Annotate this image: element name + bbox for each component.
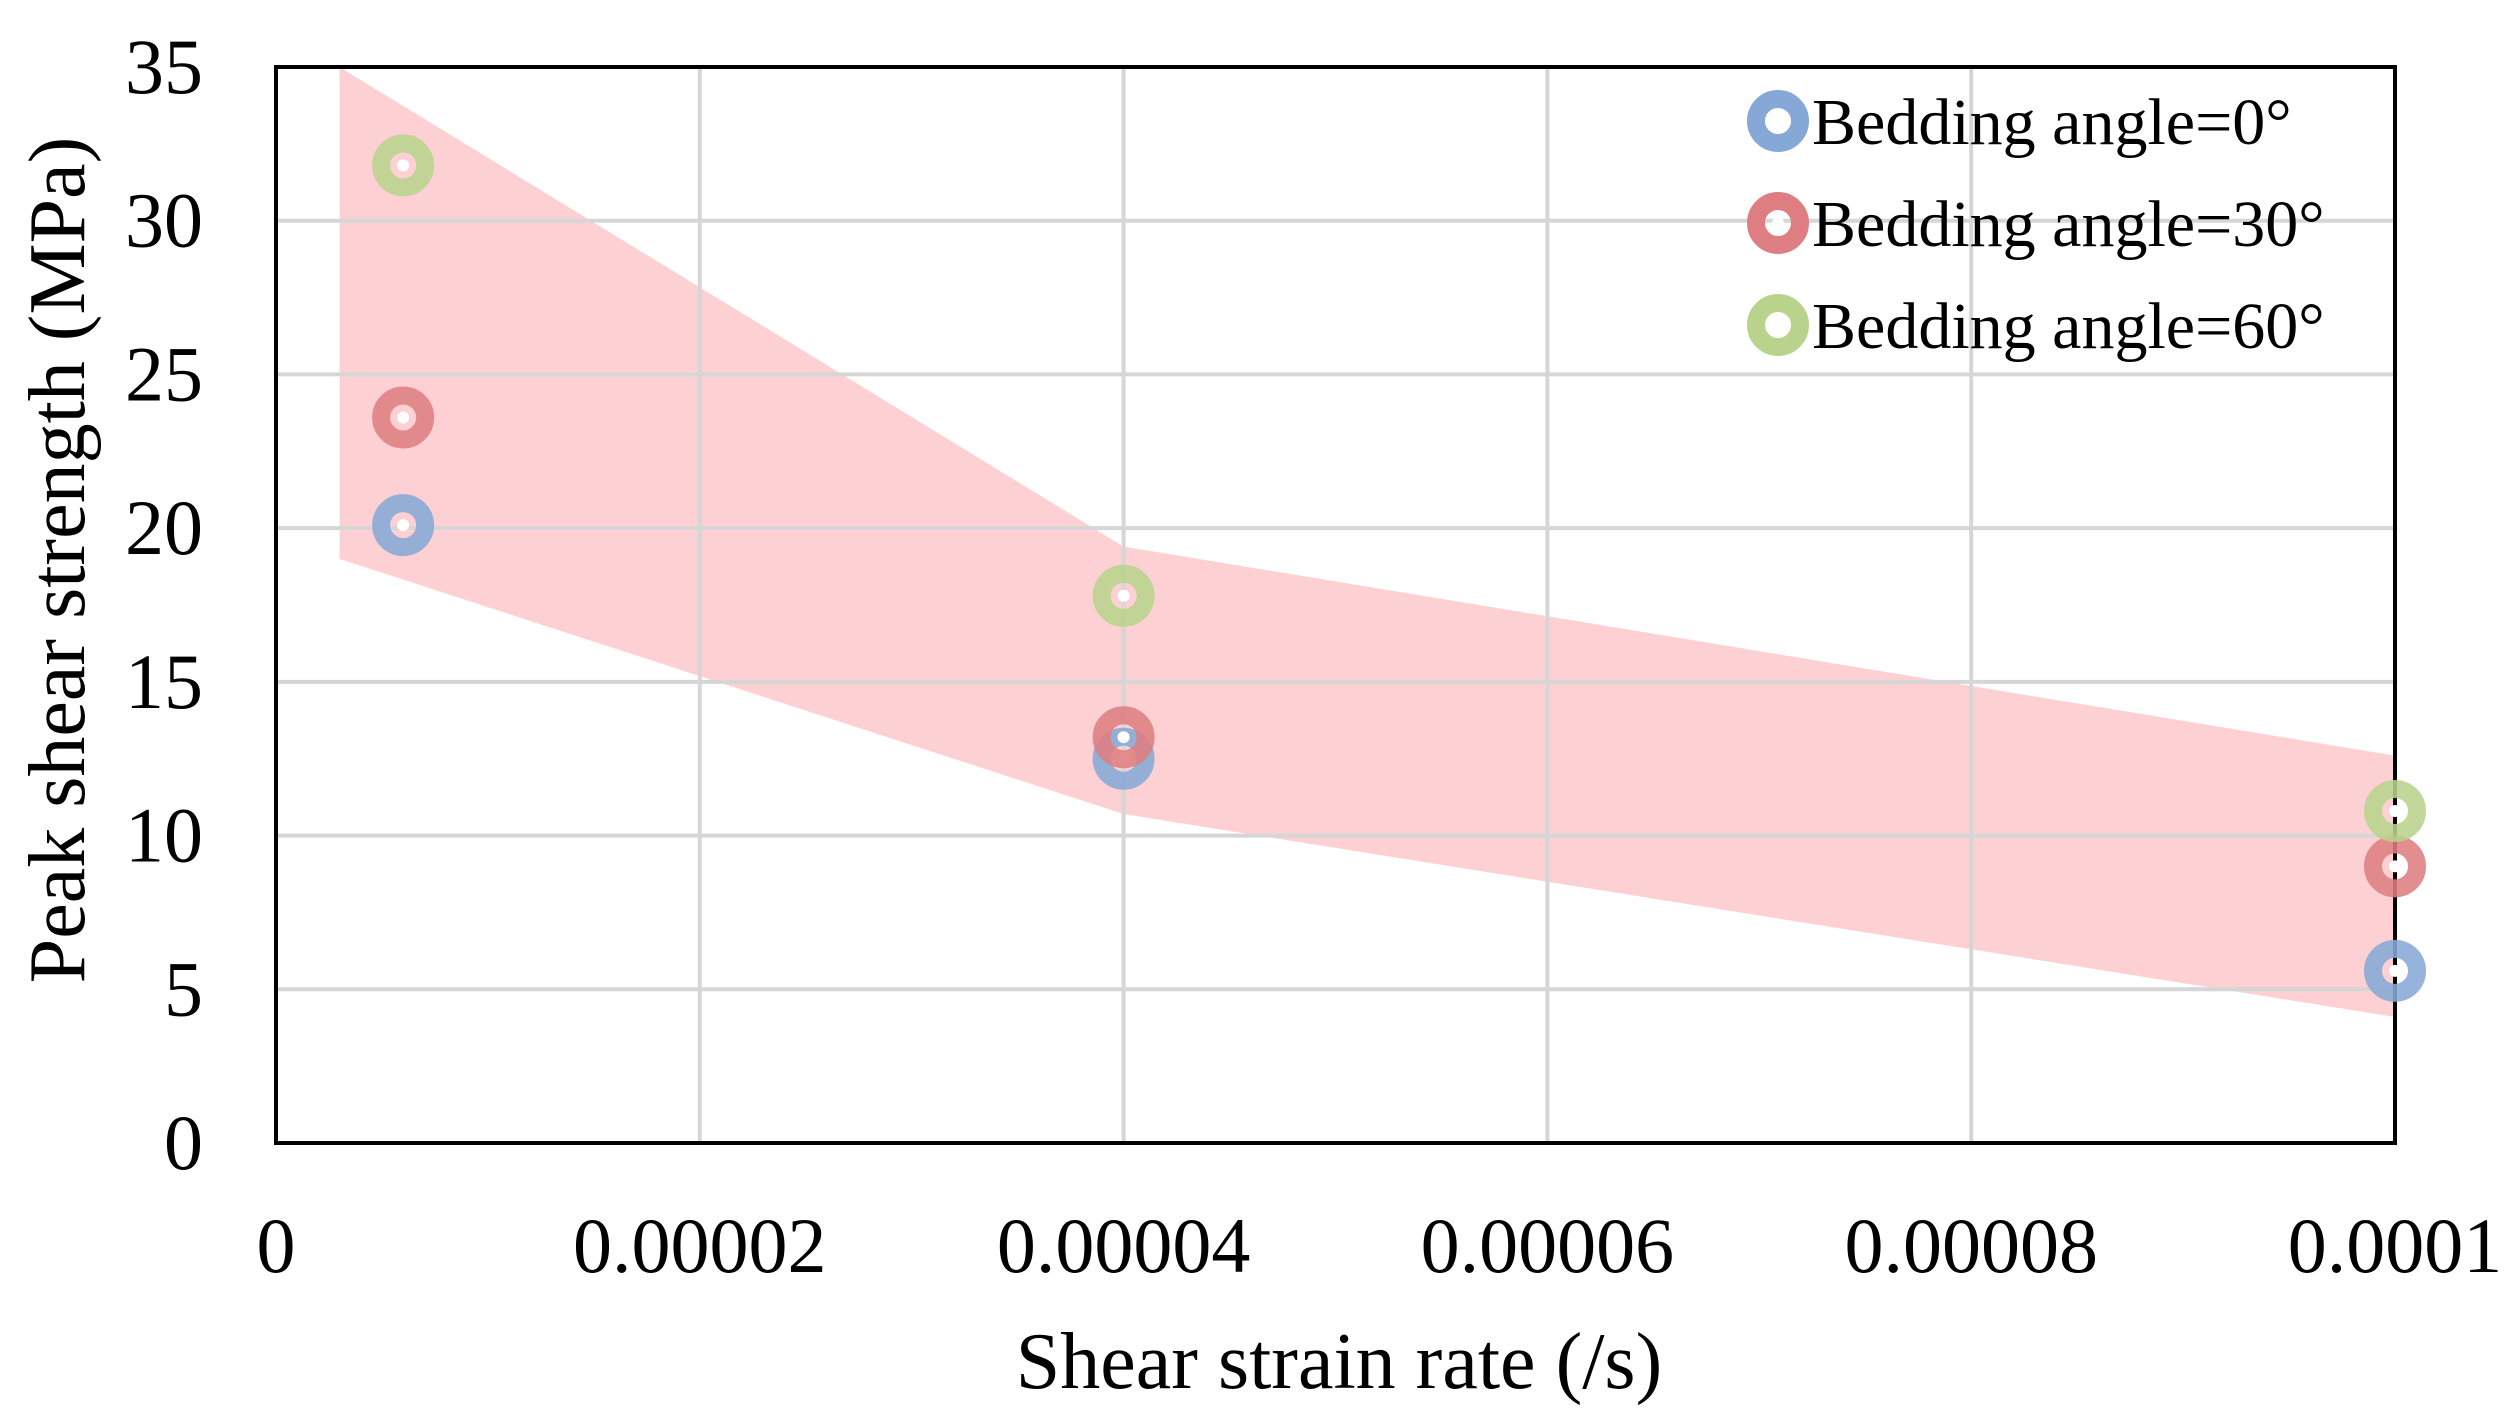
legend-marker [1747, 90, 1809, 152]
y-tick-label: 25 [125, 330, 203, 417]
data-point [372, 386, 435, 449]
legend-item: Bedding angle=0° [1747, 86, 2292, 159]
legend-marker [1747, 192, 1809, 254]
data-point [372, 494, 435, 557]
strength-range-band [339, 67, 2395, 1017]
x-tick-label: 0.00006 [1421, 1202, 1675, 1289]
data-point [1092, 564, 1155, 627]
legend-label: Bedding angle=60° [1812, 290, 2325, 363]
legend-item: Bedding angle=30° [1747, 188, 2325, 261]
data-point [2364, 939, 2426, 1002]
legend-label: Bedding angle=30° [1812, 188, 2325, 261]
data-points [372, 134, 2426, 1002]
x-tick-label: 0.00002 [573, 1202, 827, 1289]
x-tick-label: 0.00004 [997, 1202, 1251, 1289]
data-point [1092, 706, 1155, 769]
y-tick-label: 0 [164, 1099, 203, 1186]
confidence-band-layer [339, 67, 2395, 1017]
axes [274, 65, 2397, 1145]
y-tick-label: 20 [125, 484, 203, 571]
y-tick-label: 5 [164, 945, 203, 1032]
y-tick-label: 35 [125, 23, 203, 110]
data-point [2364, 779, 2426, 842]
x-tick-label: 0.0001 [2288, 1202, 2503, 1289]
data-point [372, 134, 435, 197]
legend: Bedding angle=0° Bedding angle=30° Bedding… [1747, 86, 2325, 363]
y-axis-title: Peak shear strength (MPa) [14, 137, 102, 983]
y-tick-label: 30 [125, 177, 203, 264]
y-tick-label: 15 [125, 638, 203, 725]
gridlines [276, 67, 2395, 1143]
y-tick-label: 10 [125, 792, 203, 879]
tick-labels: 0 0.00002 0.00004 0.00006 0.00008 0.0001 0 5 10 1… [125, 23, 2502, 1289]
x-axis-title: Shear strain rate (/s) [1016, 1318, 1662, 1406]
x-tick-label: 0 [257, 1202, 296, 1289]
legend-marker [1747, 294, 1809, 356]
data-point [2364, 835, 2426, 898]
x-tick-label: 0.00008 [1844, 1202, 2098, 1289]
legend-item: Bedding angle=60° [1747, 290, 2325, 363]
plot-frame [274, 65, 2397, 1145]
legend-label: Bedding angle=0° [1812, 86, 2292, 159]
